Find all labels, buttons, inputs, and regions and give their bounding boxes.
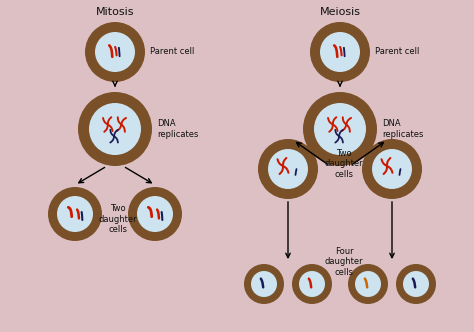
Text: DNA
replicates: DNA replicates (382, 119, 423, 139)
Circle shape (372, 149, 412, 189)
Circle shape (299, 271, 325, 297)
Circle shape (292, 264, 332, 304)
Circle shape (303, 92, 377, 166)
Circle shape (137, 196, 173, 232)
Circle shape (89, 103, 141, 155)
Circle shape (85, 22, 145, 82)
Text: Parent cell: Parent cell (150, 47, 194, 56)
Text: Two
daughter
cells: Two daughter cells (99, 204, 137, 234)
Circle shape (362, 139, 422, 199)
Circle shape (310, 22, 370, 82)
Circle shape (78, 92, 152, 166)
Circle shape (403, 271, 429, 297)
Circle shape (314, 103, 366, 155)
Text: Two
daughter
cells: Two daughter cells (325, 149, 363, 179)
Circle shape (268, 149, 308, 189)
Circle shape (251, 271, 277, 297)
Circle shape (258, 139, 318, 199)
Text: Four
daughter
cells: Four daughter cells (325, 247, 363, 277)
Circle shape (348, 264, 388, 304)
Text: Mitosis: Mitosis (96, 7, 134, 17)
Circle shape (128, 187, 182, 241)
Circle shape (48, 187, 102, 241)
Text: Parent cell: Parent cell (375, 47, 419, 56)
Circle shape (95, 32, 135, 72)
Circle shape (355, 271, 381, 297)
Circle shape (396, 264, 436, 304)
Circle shape (57, 196, 93, 232)
Text: DNA
replicates: DNA replicates (157, 119, 199, 139)
Circle shape (320, 32, 360, 72)
Text: Meiosis: Meiosis (319, 7, 361, 17)
Circle shape (244, 264, 284, 304)
